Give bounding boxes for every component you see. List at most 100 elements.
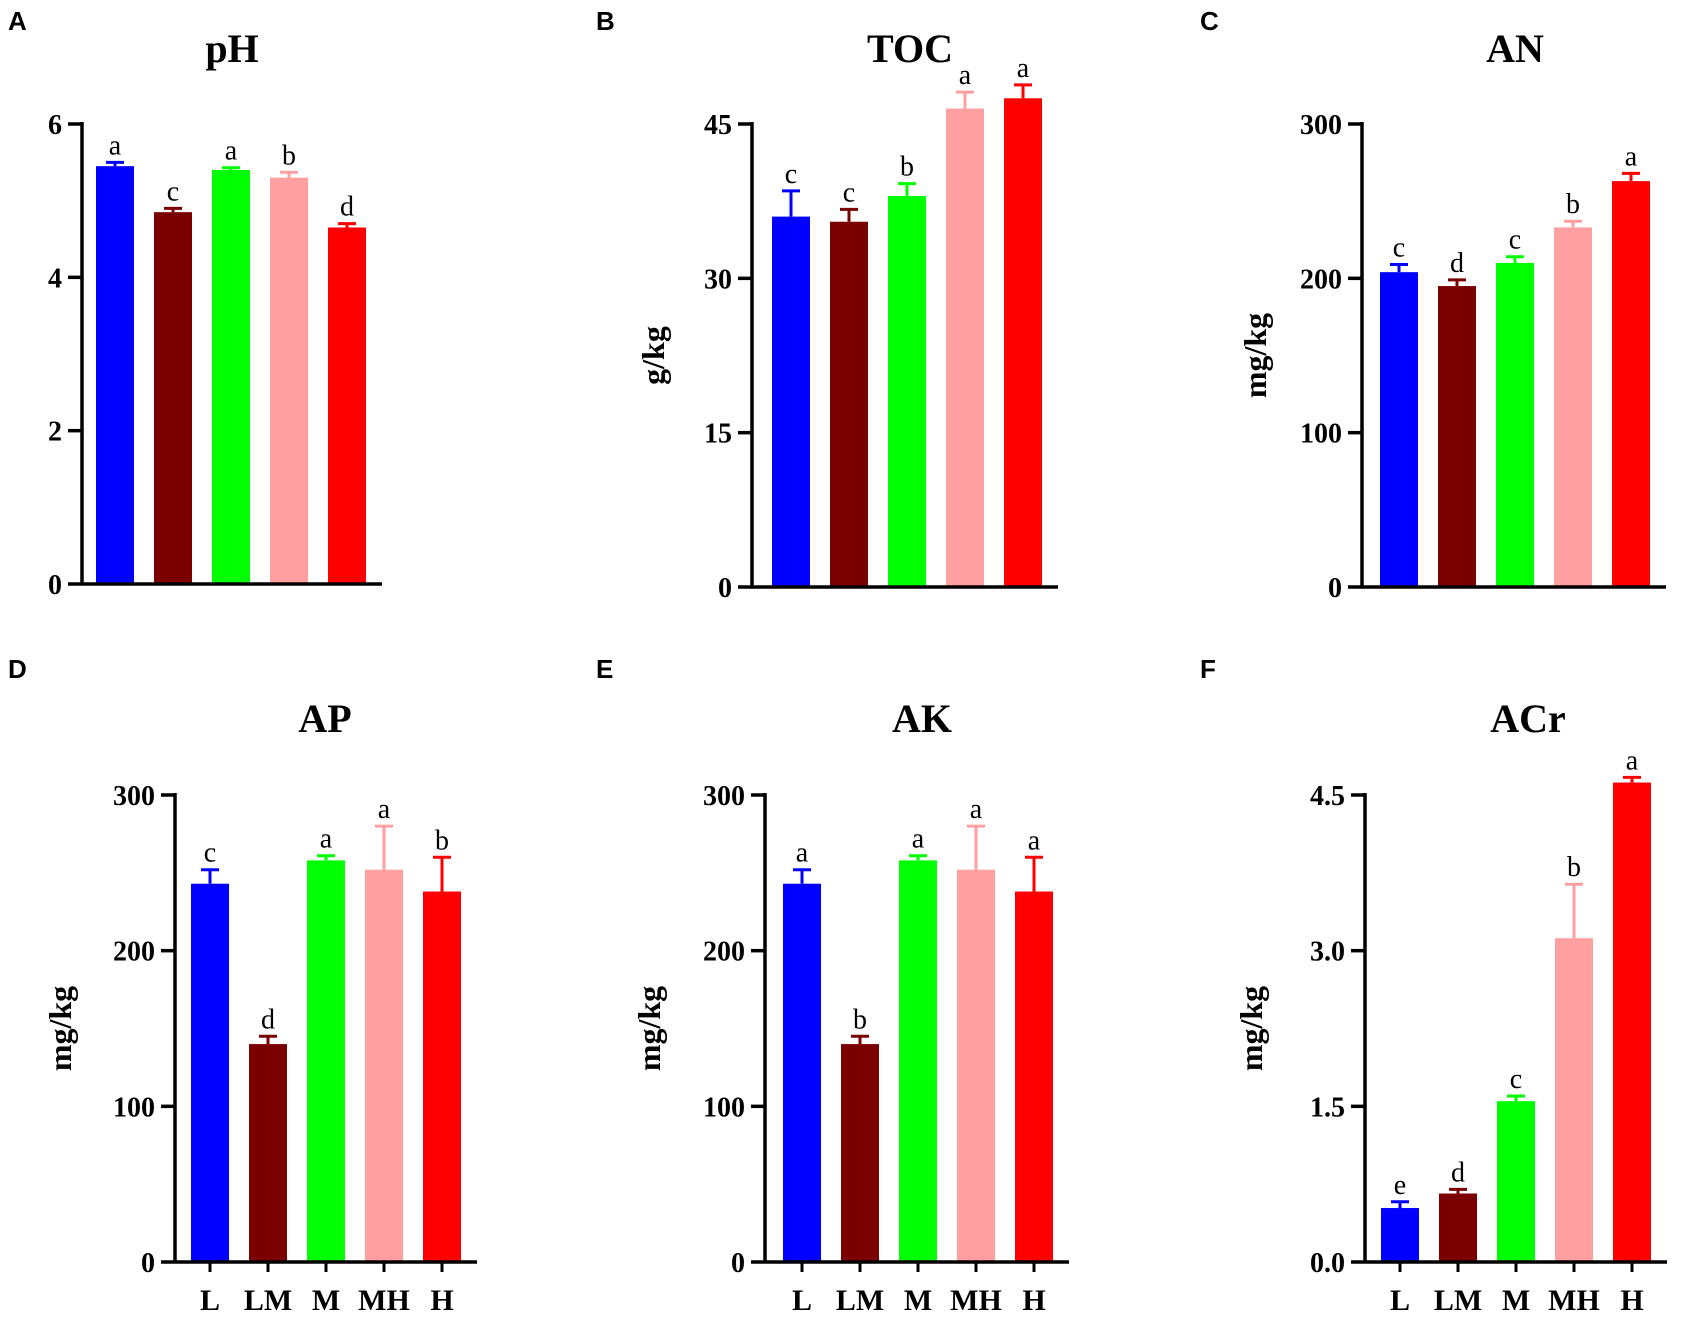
significance-letter: b [1566,189,1580,220]
chart-title: AK [892,696,952,741]
x-tick-label: LM [836,1284,884,1317]
significance-letter: b [282,140,296,171]
significance-letter: e [1394,1170,1406,1201]
y-tick-label: 100 [703,1092,745,1123]
chart-panel-f: F ACr mg/kg e Ld LM c Mb MH a H 0.0 1.5 3.0 4.5 [1200,654,1667,1317]
x-tick-label: H [1022,1284,1045,1317]
x-tick-label: LM [1434,1284,1482,1317]
bar-l [1381,1208,1419,1262]
bar-h [1612,181,1650,587]
bar-h [1015,891,1053,1262]
bar-h [328,227,366,584]
chart-panel-a: ApH a c a b d 0 2 4 6 [8,6,382,601]
bar-lm [1439,1193,1477,1262]
y-axis-label: mg/kg [631,986,667,1071]
significance-letter: a [109,130,122,161]
bar-mh [365,869,403,1262]
bar-m [899,860,937,1262]
x-tick-label: M [904,1284,932,1317]
significance-letter: a [378,794,391,825]
y-tick-label: 100 [113,1092,155,1123]
bar-m [888,196,926,587]
bar-m [1497,1101,1535,1262]
y-tick-label: 6 [48,110,62,141]
x-tick-label: H [1620,1284,1643,1317]
x-tick-label: L [200,1284,220,1317]
y-axis-label: mg/kg [1233,986,1269,1071]
x-tick-label: L [1390,1284,1410,1317]
y-axis-label: g/kg [635,326,671,385]
significance-letter: a [912,824,925,855]
panel-letter: D [8,654,27,684]
bar-mh [1554,227,1592,588]
significance-letter: b [435,825,449,856]
x-tick-label: M [312,1284,340,1317]
y-tick-label: 3.0 [1310,937,1345,968]
y-tick-label: 300 [703,781,745,812]
significance-letter: c [204,838,216,869]
significance-letter: c [1509,225,1521,256]
panel-letter: E [596,654,613,684]
y-tick-label: 0.0 [1310,1248,1345,1279]
y-tick-label: 200 [1300,264,1342,295]
chart-title: ACr [1490,696,1566,741]
chart-title: TOC [867,26,953,71]
chart-title: AP [298,696,351,741]
y-tick-label: 0 [731,1248,745,1279]
x-tick-label: MH [950,1284,1002,1317]
bar-l [1380,272,1418,587]
bar-h [423,891,461,1262]
chart-title: AN [1486,26,1544,71]
y-tick-label: 4 [48,263,62,294]
x-tick-label: H [430,1284,453,1317]
significance-letter: b [853,1004,867,1035]
y-axis-label: mg/kg [1237,313,1273,398]
x-tick-label: MH [1548,1284,1600,1317]
significance-letter: c [785,159,797,190]
significance-letter: a [1028,825,1041,856]
significance-letter: a [320,824,333,855]
bar-mh [946,108,984,588]
significance-letter: a [225,136,238,167]
chart-panel-c: C AN mg/kg c d c b a 0 100 200 300 [1200,6,1666,604]
y-tick-label: 300 [113,781,155,812]
panel-letter: B [596,6,615,36]
bar-m [307,860,345,1262]
y-tick-label: 15 [704,419,732,450]
y-tick-label: 0 [1328,573,1342,604]
y-tick-label: 0 [718,573,732,604]
bar-lm [154,212,192,584]
bar-m [1496,262,1534,587]
bar-m [212,170,250,584]
bar-l [96,166,134,584]
chart-panel-e: E AK mg/kg a Lb LM a Ma MH a H 0 100 200 300 [596,654,1069,1317]
chart-title: pH [205,26,258,71]
significance-letter: c [1510,1064,1522,1095]
bar-lm [1438,286,1476,587]
panel-letter: F [1200,654,1216,684]
bar-mh [1555,938,1593,1262]
x-tick-label: MH [358,1284,410,1317]
x-tick-label: LM [244,1284,292,1317]
significance-letter: b [1567,852,1581,883]
chart-panel-d: D AP mg/kg c Ld LM a Ma MH b H 0 100 200 300 [8,654,477,1317]
bar-l [783,883,821,1262]
bar-h [1613,782,1651,1262]
y-tick-label: 30 [704,264,732,295]
bar-mh [270,177,308,584]
significance-letter: d [1450,248,1464,279]
bar-lm [841,1044,879,1262]
y-tick-label: 200 [113,937,155,968]
chart-panel-b: B TOC g/kg c c b a a 0 15 30 45 [596,6,1058,604]
x-tick-label: L [792,1284,812,1317]
panel-letter: C [1200,6,1219,36]
significance-letter: d [261,1004,275,1035]
y-tick-label: 1.5 [1310,1092,1345,1123]
y-tick-label: 200 [703,937,745,968]
bar-l [772,216,810,587]
bar-lm [830,221,868,587]
bar-lm [249,1044,287,1262]
y-axis-label: mg/kg [42,986,78,1071]
significance-letter: a [1625,141,1638,172]
